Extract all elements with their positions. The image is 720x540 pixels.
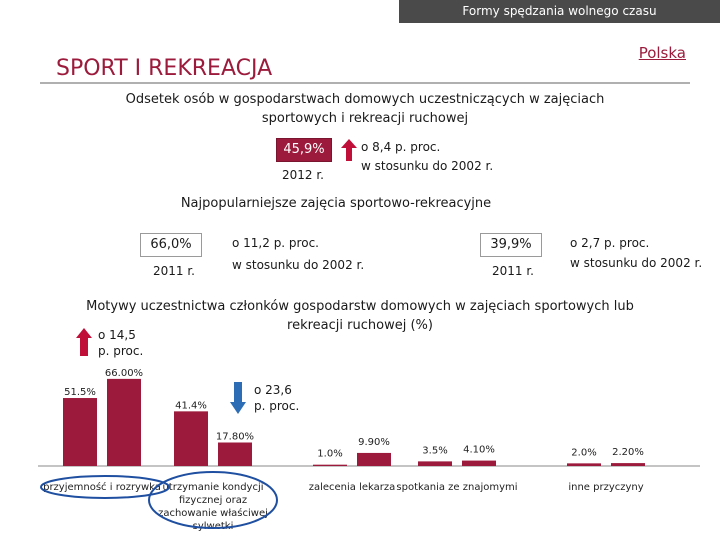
header-bar-title: Formy spędzania wolnego czasu — [462, 4, 657, 18]
bar-4-1 — [611, 463, 645, 466]
stat2-left-change-line2: w stosunku do 2002 r. — [232, 258, 365, 272]
data-label-0-0: 51.5% — [64, 387, 96, 398]
annotation-line2-1: p. proc. — [254, 399, 299, 413]
stat2-right-year: 2011 r. — [492, 264, 534, 278]
highlight-ring-0 — [40, 475, 170, 499]
annotation-line1-1: o 23,6 — [254, 383, 292, 397]
data-label-1-1: 17.80% — [216, 432, 254, 443]
data-label-4-1: 2.20% — [612, 447, 644, 458]
data-label-3-0: 3.5% — [422, 445, 447, 456]
category-label-1-3: sylwetki — [193, 521, 234, 532]
bar-4-0 — [567, 463, 601, 466]
bar-1-1 — [218, 442, 252, 466]
stat2-heading: Najpopularniejsze zajęcia sportowo-rekre… — [180, 196, 492, 211]
stat2-left-year: 2011 r. — [153, 264, 195, 278]
annotation-line2-0: p. proc. — [98, 344, 143, 358]
data-label-3-1: 4.10% — [463, 445, 495, 456]
bar-1-0 — [174, 411, 208, 466]
data-label-1-0: 41.4% — [175, 400, 207, 411]
stat1-change-line1: o 8,4 p. proc. — [361, 140, 441, 154]
category-label-4-0: inne przyczyny — [568, 482, 643, 493]
category-label-3-0: spotkania ze znajomymi — [396, 482, 517, 493]
up-arrow-icon-0 — [76, 328, 92, 356]
stat2-right-value: 39,9% — [480, 233, 542, 257]
data-label-0-1: 66.00% — [105, 368, 143, 379]
stat1-value: 45,9% — [276, 138, 332, 162]
bar-2-1 — [357, 452, 391, 466]
annotation-line1-0: o 14,5 — [98, 328, 136, 342]
bar-0-0 — [63, 398, 97, 466]
bar-2-0 — [313, 464, 347, 466]
data-label-4-0: 2.0% — [571, 447, 596, 458]
stat2-right-change-line1: o 2,7 p. proc. — [570, 236, 650, 250]
country-link[interactable]: Polska — [638, 44, 686, 62]
data-label-2-0: 1.0% — [317, 449, 342, 460]
highlight-ring-1 — [148, 471, 278, 529]
bar-3-1 — [462, 460, 496, 466]
stat1-change-line2: w stosunku do 2002 r. — [361, 159, 494, 173]
stat1-up-arrow-icon — [341, 139, 357, 161]
bar-3-0 — [418, 461, 452, 466]
stat2-left-change-line1: o 11,2 p. proc. — [232, 236, 319, 250]
category-label-1-2: zachowanie właściwej — [158, 507, 268, 519]
data-label-2-1: 9.90% — [358, 437, 390, 448]
bar-0-1 — [107, 378, 141, 466]
down-arrow-icon-1 — [230, 382, 246, 414]
title-divider — [40, 82, 690, 84]
stat1-year: 2012 r. — [282, 168, 324, 182]
category-label-0-0: przyjemność i rozrywka — [43, 481, 161, 493]
header-bar: Formy spędzania wolnego czasu — [399, 0, 720, 23]
category-label-1-0: utrzymanie kondycji — [162, 482, 263, 493]
stat2-left-value: 66,0% — [140, 233, 202, 257]
category-label-2-0: zalecenia lekarza — [309, 482, 396, 493]
category-label-1-1: fizycznej oraz — [179, 495, 247, 506]
section-title: SPORT I REKREACJA — [56, 56, 273, 81]
stat1-heading: Odsetek osób w gospodarstwach domowych u… — [125, 92, 605, 126]
chart-title: Motywy uczestnictwa członków gospodarstw… — [86, 299, 634, 333]
stat2-right-change-line2: w stosunku do 2002 r. — [570, 256, 703, 270]
